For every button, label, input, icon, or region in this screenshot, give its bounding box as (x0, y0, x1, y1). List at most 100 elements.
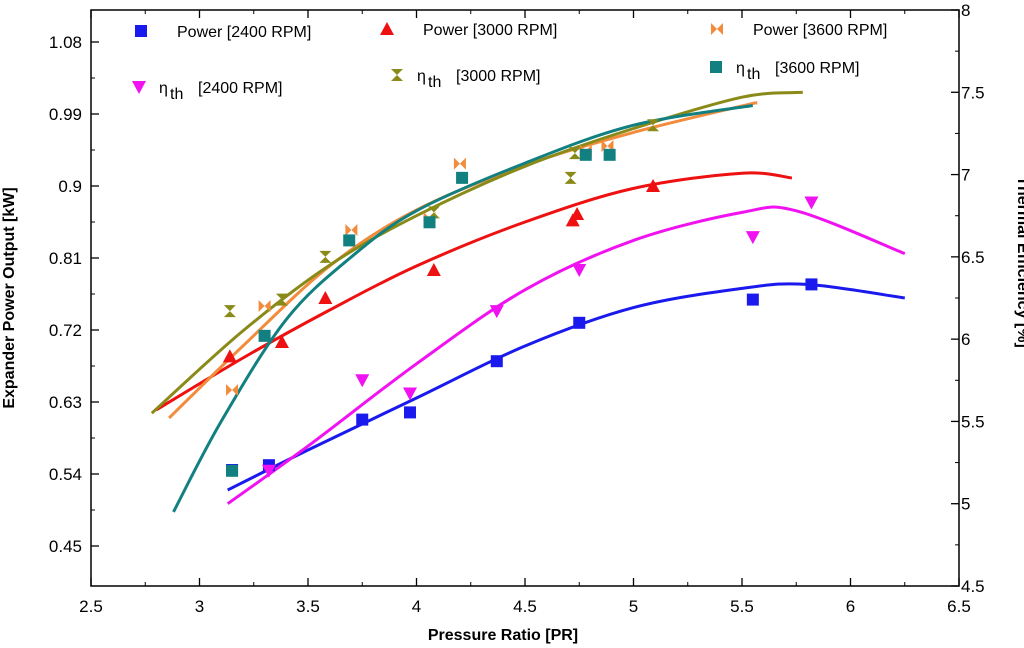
x-tick-label: 6 (846, 597, 855, 616)
point-series-1 (573, 316, 586, 329)
point-series-1 (490, 355, 503, 368)
point-series-4 (402, 387, 417, 401)
point-series-1 (805, 278, 818, 291)
y-right-tick-label: 4.5 (961, 577, 985, 596)
point-series-5 (427, 206, 440, 213)
point-series-5-b (647, 125, 660, 132)
legend-marker-series-1 (135, 25, 147, 37)
y-left-tick-label: 0.63 (49, 393, 82, 412)
point-series-2 (570, 207, 585, 220)
point-series-2 (646, 179, 661, 192)
point-series-3 (601, 140, 608, 152)
legend-label-series-6: [3600 RPM] (775, 60, 859, 77)
legend-marker-series-3-b (717, 23, 723, 35)
x-tick-label: 3 (195, 597, 204, 616)
legend-label-series-4: [2400 RPM] (198, 80, 282, 97)
legend: Power [2400 RPM] Power [3000 RPM] Power [3… (132, 22, 887, 103)
y-left-tick-label: 0.45 (49, 537, 82, 556)
fit-line-series-5 (150, 90, 803, 415)
x-tick-label: 2.5 (79, 597, 103, 616)
plot-area (91, 10, 959, 586)
point-series-4 (355, 374, 370, 388)
y-right-tick-label: 6 (961, 330, 970, 349)
point-series-6 (226, 464, 239, 477)
point-series-2 (426, 263, 441, 276)
legend-label-series-2: Power [3000 RPM] (423, 22, 557, 39)
legend-sub-6: th (747, 66, 760, 83)
point-series-3 (258, 300, 265, 312)
point-series-3 (226, 384, 233, 396)
x-tick-label: 4.5 (513, 597, 537, 616)
y-right-tick-label: 7 (961, 166, 970, 185)
y-left-tick-label: 0.72 (49, 321, 82, 340)
point-series-2 (318, 291, 333, 304)
legend-sub-4: th (170, 86, 183, 103)
legend-marker-series-2 (380, 22, 394, 35)
y-left-tick-label: 0.54 (49, 465, 82, 484)
legend-marker-series-4 (132, 81, 146, 94)
point-series-6 (579, 148, 592, 161)
legend-label-series-5: [3000 RPM] (456, 68, 540, 85)
x-tick-label: 6.5 (947, 597, 971, 616)
y-axis-left-title: Expander Power Output [kW] (1, 187, 18, 408)
legend-sub-5: th (428, 74, 441, 91)
y-right-tick-label: 7.5 (961, 83, 985, 102)
point-series-5-b (275, 299, 288, 306)
legend-marker-series-3 (711, 23, 717, 35)
point-series-5 (568, 147, 581, 154)
point-series-5 (223, 305, 236, 312)
legend-marker-series-5 (391, 69, 403, 75)
axis-ticks: 2.5 3 3.5 4 4.5 5 5.5 6 6.5 0.45 0.54 0.63 0.72 0.81 0… (49, 1, 985, 616)
point-series-4 (745, 231, 760, 245)
point-series-5-b (568, 153, 581, 160)
point-series-4 (572, 264, 587, 278)
fit-lines (150, 90, 906, 513)
point-series-3-b (232, 384, 239, 396)
point-series-5-b (564, 177, 577, 184)
point-series-1 (403, 406, 416, 419)
legend-marker-series-5-b (391, 75, 403, 81)
y-right-tick-label: 6.5 (961, 248, 985, 267)
y-left-tick-label: 0.9 (58, 177, 82, 196)
legend-eta-5: η (417, 68, 426, 85)
point-series-4 (489, 305, 504, 319)
point-series-5 (564, 171, 577, 178)
point-series-5-b (223, 311, 236, 318)
point-series-1 (356, 413, 369, 426)
legend-marker-series-6 (710, 61, 722, 73)
point-series-5 (647, 119, 660, 126)
legend-eta-6: η (736, 60, 745, 77)
legend-label-series-1: Power [2400 RPM] (177, 24, 311, 41)
legend-eta-4: η (159, 80, 168, 97)
point-series-2 (222, 349, 237, 363)
y-right-tick-label: 8 (961, 1, 970, 20)
point-series-3-b (351, 224, 358, 236)
point-series-3 (453, 157, 460, 170)
point-series-4 (261, 464, 276, 478)
legend-label-series-3: Power [3600 RPM] (753, 22, 887, 39)
fit-line-series-2 (155, 171, 793, 412)
x-tick-label: 3.5 (296, 597, 320, 616)
x-tick-label: 4 (412, 597, 421, 616)
point-series-6 (456, 171, 469, 184)
y-left-tick-label: 1.08 (49, 33, 82, 52)
point-series-3 (345, 224, 352, 236)
y-axis-right-title: Thermal Efficiency [%] (1014, 176, 1024, 348)
point-series-3-b (264, 300, 271, 312)
x-tick-label: 5 (629, 597, 638, 616)
point-series-6 (423, 216, 436, 229)
point-series-4 (804, 196, 819, 210)
y-left-tick-label: 0.99 (49, 105, 82, 124)
point-series-5 (275, 293, 288, 300)
fit-line-series-6 (172, 104, 754, 513)
x-axis-title: Pressure Ratio [PR] (428, 627, 578, 644)
fit-line-series-1 (227, 282, 906, 492)
y-left-tick-label: 0.81 (49, 249, 82, 268)
point-series-5-b (319, 256, 332, 263)
point-series-6 (258, 329, 271, 342)
y-right-tick-label: 5.5 (961, 412, 985, 431)
y-right-tick-label: 5 (961, 495, 970, 514)
point-series-5 (319, 250, 332, 257)
x-tick-label: 5.5 (730, 597, 754, 616)
